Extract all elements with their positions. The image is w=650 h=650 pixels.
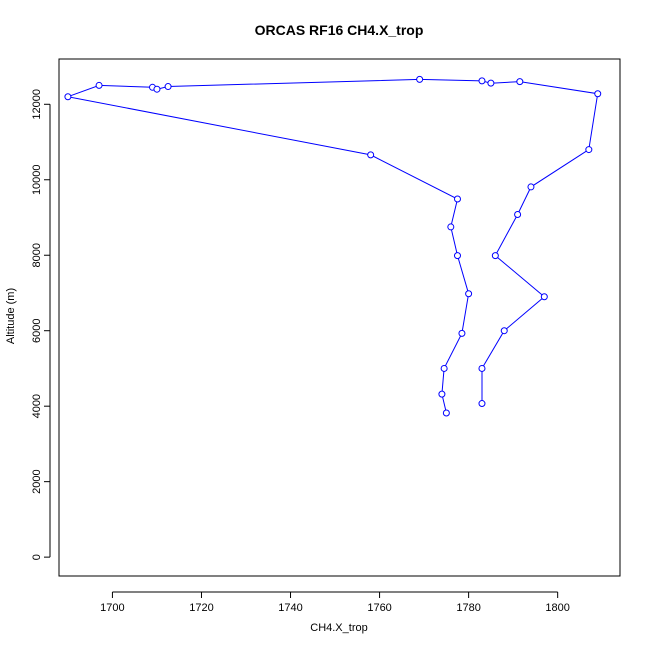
data-point: [442, 409, 450, 417]
x-axis-label: CH4.X_trop: [310, 622, 367, 634]
data-point: [478, 400, 486, 408]
y-tick-label: 2000: [31, 469, 43, 493]
series-line: [66, 78, 599, 414]
y-tick-label: 4000: [31, 394, 43, 418]
x-tick-label: 1700: [100, 602, 124, 614]
data-point: [367, 151, 375, 159]
data-point: [95, 81, 103, 89]
data-point: [516, 78, 524, 86]
data-point: [438, 390, 446, 398]
x-tick-label: 1720: [189, 602, 213, 614]
data-point: [478, 77, 486, 85]
data-point: [164, 83, 172, 91]
y-tick-label: 12000: [31, 89, 43, 120]
plot-frame: [58, 58, 621, 577]
data-point: [478, 364, 486, 372]
data-point: [153, 85, 161, 93]
data-point: [453, 252, 461, 260]
series-points: [64, 75, 602, 417]
x-tick-label: 1740: [278, 602, 302, 614]
data-point: [465, 290, 473, 298]
data-point: [491, 252, 499, 260]
x-tick-label: 1780: [456, 602, 480, 614]
data-point: [527, 183, 535, 191]
data-point: [594, 90, 602, 98]
y-axis: 0 2000 4000 6000 8000 10000 12000: [31, 89, 51, 560]
data-point: [540, 293, 548, 301]
x-tick-label: 1760: [367, 602, 391, 614]
y-tick-label: 10000: [31, 164, 43, 195]
data-point: [585, 146, 593, 154]
data-point: [416, 75, 424, 83]
y-tick-label: 6000: [31, 318, 43, 342]
chart-title: ORCAS RF16 CH4.X_trop: [255, 22, 424, 38]
data-point: [514, 210, 522, 218]
x-axis: 1700 1720 1740 1760 1780 1800: [100, 591, 570, 614]
data-point: [440, 364, 448, 372]
data-point: [447, 223, 455, 231]
data-point: [64, 93, 72, 101]
y-tick-label: 0: [31, 554, 43, 560]
data-point: [487, 79, 495, 87]
y-axis-label: Altitude (m): [5, 288, 17, 344]
data-point: [500, 327, 508, 335]
x-tick-label: 1800: [545, 602, 569, 614]
data-point: [458, 329, 466, 337]
y-tick-label: 8000: [31, 243, 43, 267]
data-point: [453, 195, 461, 203]
